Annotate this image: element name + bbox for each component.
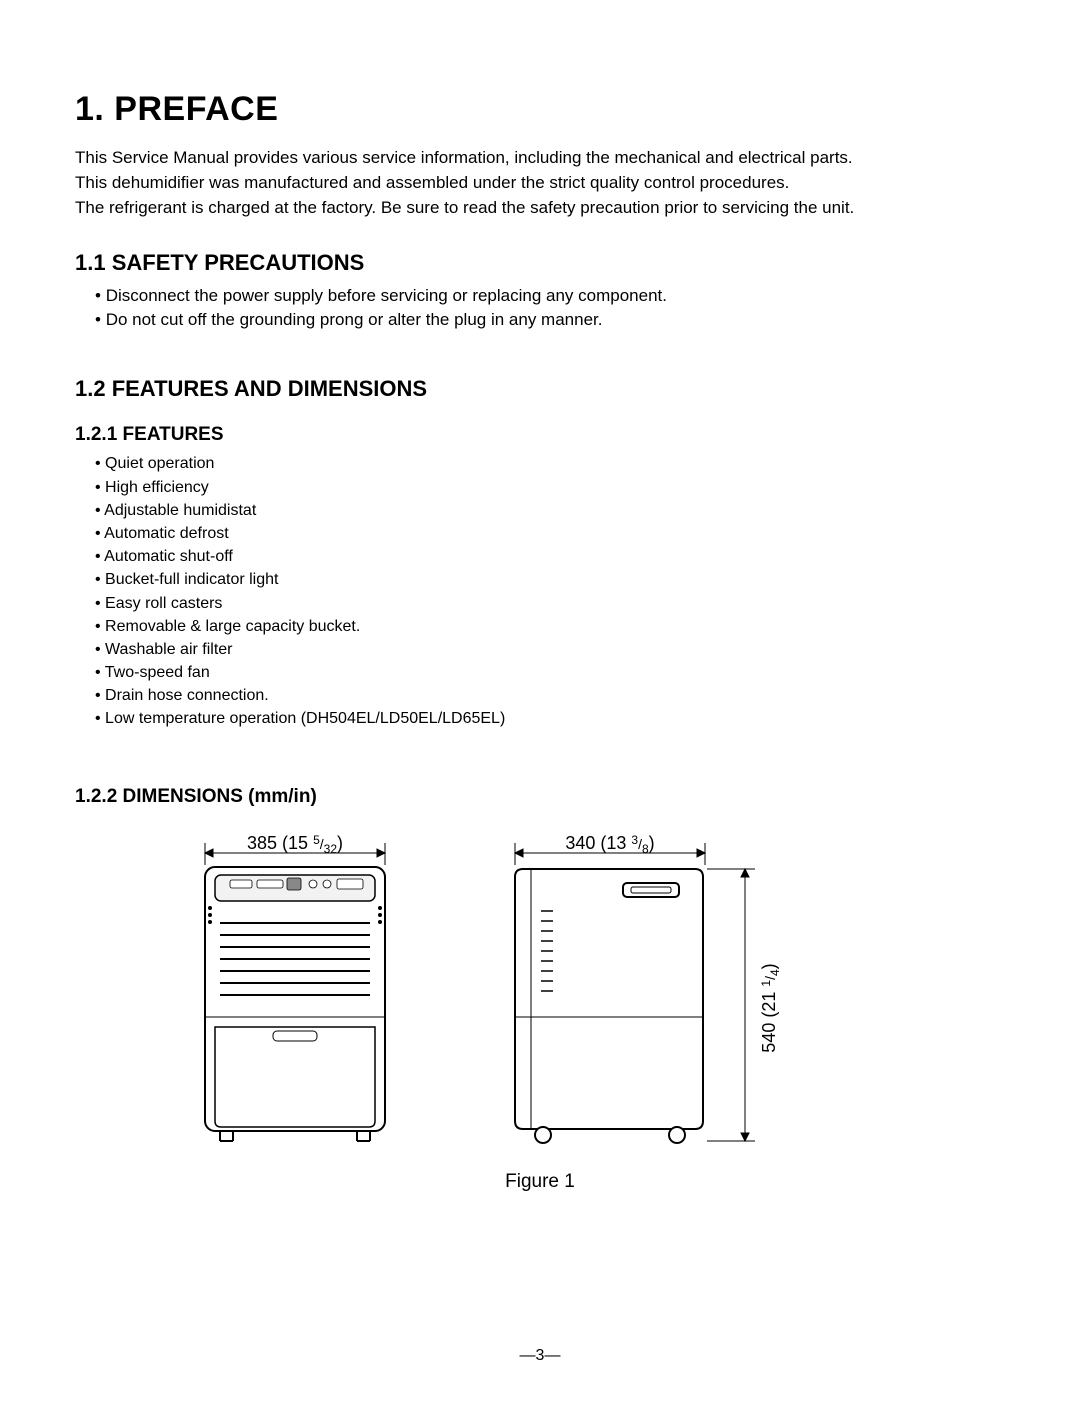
- safety-list: Disconnect the power supply before servi…: [95, 284, 1005, 332]
- page-number: —3—: [0, 1347, 1080, 1365]
- side-view-diagram: 340 (13 3/8) 540 (21 1/4): [495, 833, 815, 1153]
- main-heading: 1. PREFACE: [75, 90, 1005, 129]
- list-item: Bucket-full indicator light: [95, 568, 1005, 591]
- figure-caption: Figure 1: [75, 1171, 1005, 1193]
- list-item: Removable & large capacity bucket.: [95, 615, 1005, 638]
- list-item: Low temperature operation (DH504EL/LD50E…: [95, 707, 1005, 730]
- list-item: Drain hose connection.: [95, 684, 1005, 707]
- dimensions-subheading: 1.2.2 DIMENSIONS (mm/in): [75, 786, 1005, 808]
- height-label: 540 (21 1/4): [759, 963, 782, 1052]
- features-block: Quiet operation High efficiency Adjustab…: [75, 452, 1005, 730]
- list-item: Washable air filter: [95, 638, 1005, 661]
- page-content: 1. PREFACE This Service Manual provides …: [0, 0, 1080, 1233]
- safety-heading: 1.1 SAFETY PRECAUTIONS: [75, 250, 1005, 276]
- front-view-diagram: 385 (15 5/32): [185, 833, 405, 1153]
- features-list: Quiet operation High efficiency Adjustab…: [95, 452, 1005, 730]
- intro-line: This dehumidifier was manufactured and a…: [75, 172, 1005, 195]
- features-subheading: 1.2.1 FEATURES: [75, 424, 1005, 446]
- list-item: High efficiency: [95, 476, 1005, 499]
- intro-block: This Service Manual provides various ser…: [75, 147, 1005, 220]
- list-item: Automatic defrost: [95, 522, 1005, 545]
- list-item: Easy roll casters: [95, 592, 1005, 615]
- list-item: Adjustable humidistat: [95, 499, 1005, 522]
- intro-line: The refrigerant is charged at the factor…: [75, 197, 1005, 220]
- list-item: Automatic shut-off: [95, 545, 1005, 568]
- features-dims-heading: 1.2 FEATURES AND DIMENSIONS: [75, 376, 1005, 402]
- depth-label: 340 (13 3/8): [565, 833, 654, 856]
- intro-line: This Service Manual provides various ser…: [75, 147, 1005, 170]
- list-item: Quiet operation: [95, 452, 1005, 475]
- list-item: Two-speed fan: [95, 661, 1005, 684]
- list-item: Do not cut off the grounding prong or al…: [95, 308, 1005, 332]
- list-item: Disconnect the power supply before servi…: [95, 284, 1005, 308]
- dimensions-figures: 385 (15 5/32): [75, 833, 1005, 1153]
- width-label: 385 (15 5/32): [247, 833, 343, 856]
